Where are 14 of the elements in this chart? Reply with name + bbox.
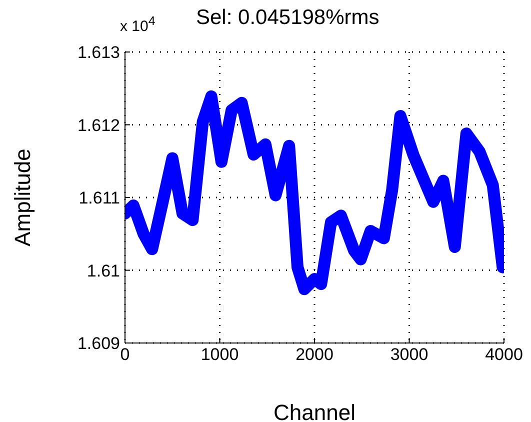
chart-title: Sel: 0.045198%rms (196, 6, 380, 30)
x-tick-label: 2000 (296, 345, 334, 364)
y-tick-label: 1.612 (77, 116, 120, 135)
x-tick-label: 3000 (390, 345, 428, 364)
y-tick-label: 1.61 (86, 261, 120, 280)
y-axis-title: Amplitude (10, 148, 35, 246)
x-axis-title: Channel (274, 400, 356, 422)
y-tick-label: 1.613 (77, 43, 120, 62)
x-tick-label: 1000 (200, 345, 239, 364)
y-tick-label: 1.609 (77, 334, 120, 354)
y-tick-label: 1.611 (78, 188, 120, 208)
x-tick-label: 0 (120, 345, 130, 364)
text: x 10$^{4}$ (120, 14, 156, 35)
x-tick-label: 4000 (485, 345, 523, 364)
